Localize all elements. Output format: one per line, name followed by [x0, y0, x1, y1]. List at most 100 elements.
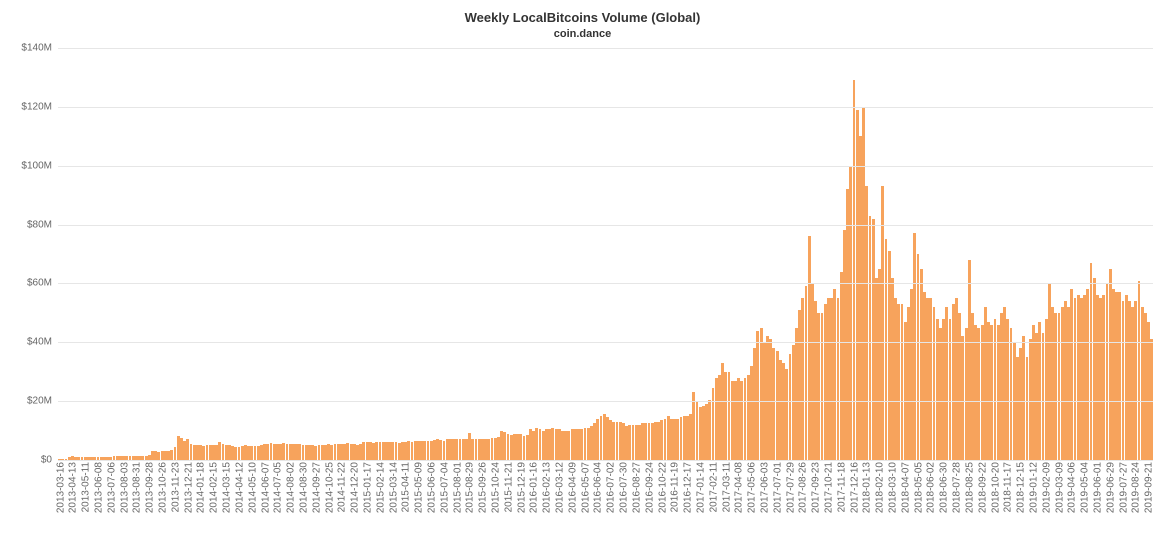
x-axis-label: 2017-12-16 — [849, 462, 860, 513]
x-axis-label: 2013-12-21 — [183, 462, 194, 513]
x-axis-label: 2013-06-08 — [94, 462, 105, 513]
x-axis-label: 2013-05-11 — [81, 462, 92, 512]
x-axis-label: 2015-07-04 — [439, 462, 450, 513]
x-axis-label: 2013-10-26 — [158, 462, 169, 513]
gridline — [58, 225, 1153, 226]
x-axis-label: 2015-04-11 — [401, 462, 412, 512]
y-axis-label: $100M — [21, 160, 58, 171]
x-axis-label: 2013-07-06 — [106, 462, 117, 513]
x-axis-label: 2017-04-08 — [734, 462, 745, 513]
x-axis-label: 2018-08-25 — [964, 462, 975, 513]
x-axis-label: 2015-12-19 — [516, 462, 527, 513]
y-axis-label: $20M — [27, 396, 58, 407]
y-axis-label: $80M — [27, 219, 58, 230]
x-axis-label: 2017-09-23 — [811, 462, 822, 513]
x-axis-label: 2017-06-03 — [760, 462, 771, 513]
plot-area: $0$20M$40M$60M$80M$100M$120M$140M — [58, 48, 1153, 460]
gridline — [58, 166, 1153, 167]
x-axis-label: 2014-08-02 — [286, 462, 297, 513]
x-axis-label: 2019-01-12 — [1029, 462, 1040, 513]
x-axis-label: 2017-11-18 — [836, 462, 847, 512]
bar[interactable] — [1150, 339, 1153, 460]
x-axis-label: 2014-12-20 — [350, 462, 361, 513]
x-axis-label: 2019-06-29 — [1105, 462, 1116, 513]
x-axis-label: 2014-02-15 — [209, 462, 220, 513]
gridline — [58, 342, 1153, 343]
x-axis-label: 2016-09-24 — [644, 462, 655, 513]
chart-subtitle: coin.dance — [0, 28, 1165, 40]
chart-title: Weekly LocalBitcoins Volume (Global) — [0, 10, 1165, 25]
x-axis-label: 2016-05-07 — [580, 462, 591, 513]
x-axis-label: 2018-11-17 — [1003, 462, 1014, 512]
x-axis-label: 2018-12-15 — [1016, 462, 1027, 513]
x-axis-label: 2016-04-09 — [567, 462, 578, 513]
x-axis-label: 2018-07-28 — [952, 462, 963, 513]
x-axis-label: 2013-08-03 — [119, 462, 130, 513]
x-axis-label: 2015-01-17 — [363, 462, 374, 513]
x-axis-label: 2014-06-07 — [260, 462, 271, 513]
x-axis-label: 2017-07-01 — [772, 462, 783, 513]
x-axis-label: 2015-11-21 — [503, 462, 514, 512]
x-axis-label: 2015-02-14 — [375, 462, 386, 513]
gridline — [58, 48, 1153, 49]
x-axis-label: 2016-02-13 — [542, 462, 553, 513]
x-axis-label: 2019-05-04 — [1080, 462, 1091, 513]
x-axis-label: 2015-09-26 — [478, 462, 489, 513]
x-axis-label: 2017-02-11 — [708, 462, 719, 512]
x-axis-label: 2014-05-10 — [247, 462, 258, 513]
x-axis-label: 2014-07-05 — [273, 462, 284, 513]
x-axis-label: 2014-04-12 — [234, 462, 245, 513]
x-axis-label: 2016-07-02 — [606, 462, 617, 513]
x-axis-label: 2019-06-01 — [1093, 462, 1104, 513]
x-axis-label: 2014-03-15 — [222, 462, 233, 513]
x-axis-label: 2018-01-13 — [862, 462, 873, 513]
x-axis-label: 2019-03-09 — [1054, 462, 1065, 513]
x-axis-label: 2019-04-06 — [1067, 462, 1078, 513]
x-axis-label: 2016-03-12 — [555, 462, 566, 513]
x-axis-label: 2013-11-23 — [170, 462, 181, 512]
x-axis-label: 2017-05-06 — [747, 462, 758, 513]
x-axis-label: 2014-09-27 — [311, 462, 322, 513]
x-axis-label: 2013-04-13 — [68, 462, 79, 513]
x-axis-label: 2018-06-30 — [939, 462, 950, 513]
x-axis-label: 2019-08-24 — [1131, 462, 1142, 513]
x-axis-label: 2016-07-30 — [619, 462, 630, 513]
y-axis-label: $60M — [27, 278, 58, 289]
x-axis-label: 2014-11-22 — [337, 462, 348, 512]
y-axis-label: $120M — [21, 101, 58, 112]
x-axis-label: 2017-10-21 — [824, 462, 835, 513]
y-axis-label: $140M — [21, 43, 58, 54]
x-axis-label: 2016-12-17 — [683, 462, 694, 513]
x-axis: 2013-03-162013-04-132013-05-112013-06-08… — [58, 460, 1153, 550]
x-axis-label: 2019-09-21 — [1144, 462, 1155, 513]
x-axis-label: 2017-01-14 — [696, 462, 707, 513]
x-axis-label: 2018-10-20 — [990, 462, 1001, 513]
gridline — [58, 107, 1153, 108]
x-axis-label: 2014-01-18 — [196, 462, 207, 513]
x-axis-label: 2018-02-10 — [875, 462, 886, 513]
x-axis-label: 2018-09-22 — [977, 462, 988, 513]
x-axis-label: 2015-10-24 — [491, 462, 502, 513]
x-axis-label: 2019-07-27 — [1118, 462, 1129, 513]
x-axis-label: 2016-10-22 — [657, 462, 668, 513]
x-axis-label: 2015-05-09 — [414, 462, 425, 513]
chart-container: Weekly LocalBitcoins Volume (Global) coi… — [0, 0, 1165, 550]
gridline — [58, 401, 1153, 402]
x-axis-label: 2018-06-02 — [926, 462, 937, 513]
x-axis-label: 2015-03-14 — [388, 462, 399, 513]
x-axis-label: 2015-06-06 — [427, 462, 438, 513]
x-axis-label: 2013-08-31 — [132, 462, 143, 513]
y-axis-label: $40M — [27, 337, 58, 348]
x-axis-label: 2019-02-09 — [1041, 462, 1052, 513]
x-axis-label: 2017-03-11 — [721, 462, 732, 512]
x-axis-label: 2018-04-07 — [900, 462, 911, 513]
x-axis-label: 2014-08-30 — [299, 462, 310, 513]
x-axis-label: 2014-10-25 — [324, 462, 335, 513]
x-axis-label: 2013-09-28 — [145, 462, 156, 513]
x-axis-label: 2016-01-16 — [529, 462, 540, 513]
bars-group — [58, 48, 1153, 460]
x-axis-label: 2015-08-01 — [452, 462, 463, 513]
gridline — [58, 283, 1153, 284]
x-axis-label: 2016-06-04 — [593, 462, 604, 513]
x-axis-label: 2013-03-16 — [55, 462, 66, 513]
